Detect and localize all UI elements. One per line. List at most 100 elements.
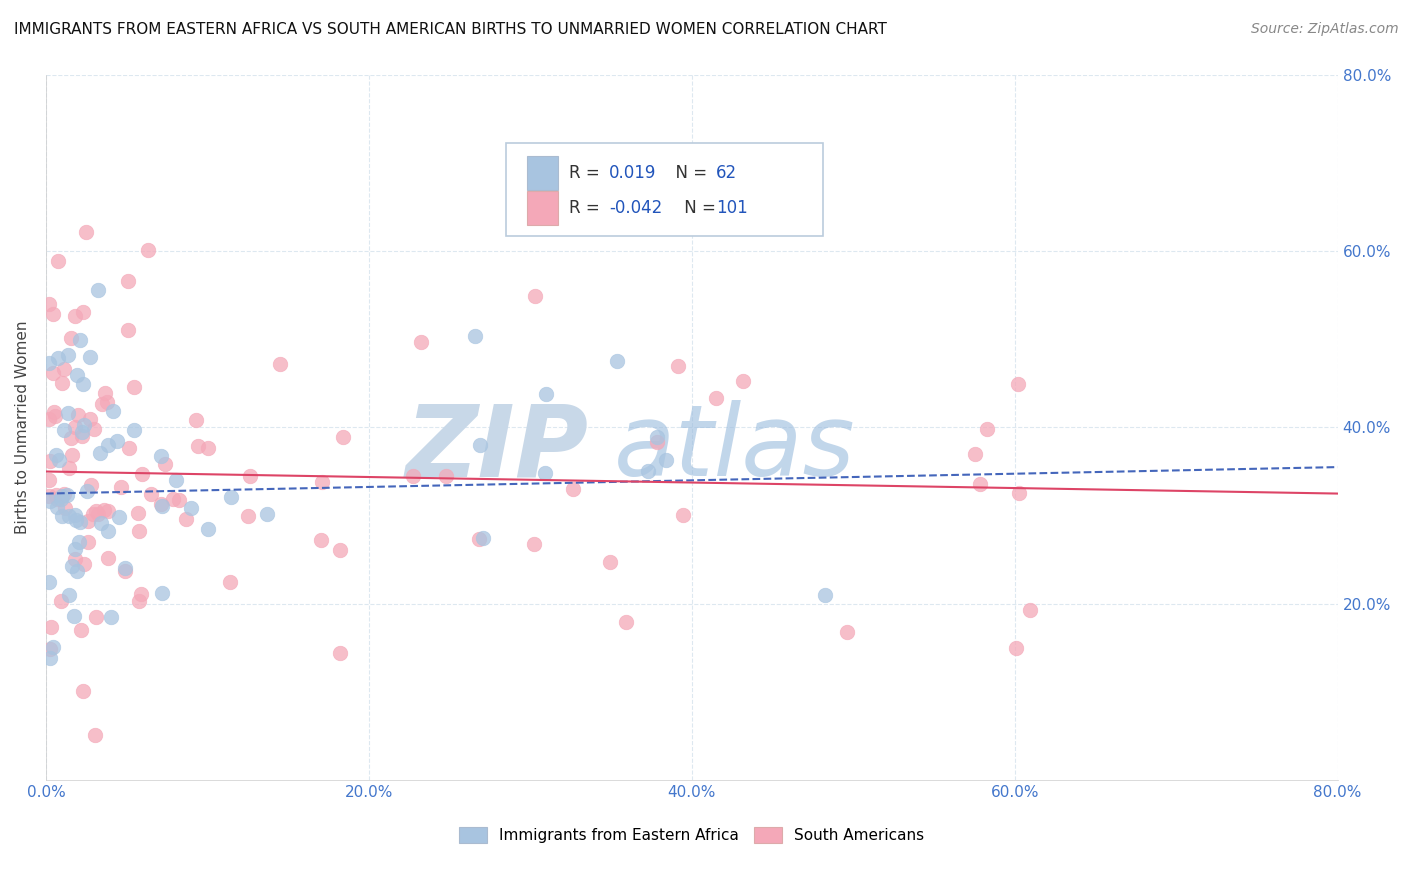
Point [97,504,120,518]
Point [96,524,118,538]
Point [69,333,91,347]
Point [180,500,202,515]
Point [187,439,209,453]
Point [100,609,122,624]
Text: 101: 101 [716,199,748,217]
Point [534,387,557,401]
Point [67,409,90,423]
Point [58,461,80,475]
Point [162,491,184,506]
Point [44,409,66,423]
Point [114,561,136,575]
Point [128,593,150,607]
Text: IMMIGRANTS FROM EASTERN AFRICA VS SOUTH AMERICAN BIRTHS TO UNMARRIED WOMEN CORRE: IMMIGRANTS FROM EASTERN AFRICA VS SOUTH … [14,22,887,37]
Point [117,323,139,337]
Point [645,435,668,450]
Point [704,391,727,405]
Point [46,351,69,365]
Point [835,624,858,639]
Point [97,438,120,452]
Point [402,469,425,483]
Point [83,728,105,742]
Point [38,412,60,426]
Point [94,385,117,400]
Point [60,558,83,573]
Point [49,491,72,506]
Point [38,489,60,503]
Point [311,475,333,490]
Point [41,307,63,321]
Point [813,588,835,602]
Point [65,419,87,434]
Point [332,430,354,444]
Point [90,516,112,531]
Point [467,532,489,546]
Point [114,565,136,579]
Point [93,503,115,517]
Y-axis label: Births to Unmarried Women: Births to Unmarried Women [15,320,30,534]
Point [65,564,87,578]
Point [63,309,86,323]
Point [671,508,693,523]
Point [118,441,141,455]
Point [65,551,87,566]
Point [84,610,107,624]
Point [70,429,93,443]
Point [38,651,60,665]
Point [69,515,91,529]
Point [110,480,132,494]
Point [105,434,128,448]
Point [82,508,104,522]
Point [236,508,259,523]
Point [645,430,668,444]
Point [63,542,86,557]
Point [666,359,689,373]
Point [174,512,197,526]
Text: ZIP: ZIP [405,401,589,497]
Text: Source: ZipAtlas.com: Source: ZipAtlas.com [1251,22,1399,37]
Point [46,491,69,506]
Point [117,273,139,287]
Point [108,509,131,524]
Text: 0.019: 0.019 [609,163,657,182]
Point [150,500,173,514]
Point [523,536,546,550]
Point [51,376,73,390]
Point [614,615,637,630]
Point [38,296,60,310]
Point [70,623,93,637]
Point [1007,376,1029,391]
Point [197,523,219,537]
Point [51,509,73,524]
Point [969,476,991,491]
Point [471,531,494,545]
Point [72,683,94,698]
Point [58,588,80,602]
Point [53,361,76,376]
Point [38,473,60,487]
Point [103,403,125,417]
Point [79,350,101,364]
Point [52,487,75,501]
Point [65,513,87,527]
Point [76,483,98,498]
Point [139,487,162,501]
Point [733,374,755,388]
Point [534,467,557,481]
Point [73,417,96,432]
Text: N =: N = [679,199,721,217]
Point [72,557,94,571]
Point [87,283,110,297]
Point [45,448,67,462]
Point [72,377,94,392]
Point [1005,640,1028,655]
Point [59,431,82,445]
Point [41,367,63,381]
Point [219,575,242,590]
Point [79,411,101,425]
Point [87,507,110,521]
Point [39,619,62,633]
Point [63,508,86,522]
Point [97,550,120,565]
Point [1018,603,1040,617]
